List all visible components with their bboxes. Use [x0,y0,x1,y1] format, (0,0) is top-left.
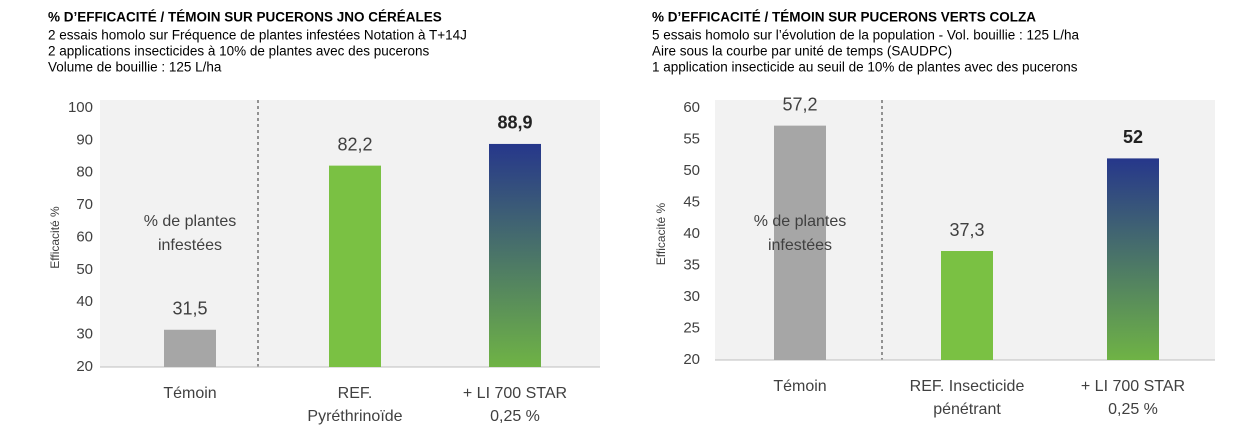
y-tick-label: 60 [76,228,93,245]
x-tick-label: Témoin [163,385,216,402]
chart-subtitle: 2 applications insecticides à 10% de pla… [48,44,429,59]
chart-title: % D’EFFICACITÉ / TÉMOIN SUR PUCERONS JNO… [48,10,442,25]
value-label: 31,5 [172,299,207,319]
y-tick-label: 60 [683,99,700,116]
bar [1107,158,1159,360]
chart-subtitle: Aire sous la courbe par unité de temps (… [652,44,952,59]
bar [329,165,381,367]
x-tick-label: 0,25 % [1108,401,1158,418]
y-axis-label: Efficacité % [48,206,62,269]
value-label: 82,2 [337,134,372,154]
bar [941,251,993,360]
value-label: 52 [1123,127,1143,147]
y-tick-label: 50 [683,162,700,179]
y-tick-label: 40 [683,225,700,242]
y-tick-label: 100 [68,99,93,116]
y-tick-label: 70 [76,196,93,213]
chart-title: % D’EFFICACITÉ / TÉMOIN SUR PUCERONS VER… [652,10,1036,25]
y-tick-label: 40 [76,293,93,310]
chart-subtitle: 5 essais homolo sur l’évolution de la po… [652,28,1080,43]
y-tick-label: 20 [76,358,93,375]
annotation: % de plantes [754,213,847,230]
y-tick-label: 35 [683,256,700,273]
bar [489,143,541,367]
x-tick-label: Pyréthrinoïde [307,408,402,425]
annotation: % de plantes [144,213,237,230]
x-tick-label: pénétrant [933,401,1001,418]
annotation: infestées [768,237,832,254]
y-tick-label: 30 [683,288,700,305]
bar [774,125,826,360]
x-tick-label: 0,25 % [490,408,540,425]
y-tick-label: 25 [683,319,700,336]
x-tick-label: REF. [338,385,373,402]
x-tick-label: + LI 700 STAR [1081,378,1185,395]
x-tick-label: + LI 700 STAR [463,385,567,402]
bar [164,329,216,367]
chart-subtitle: 1 application insecticide au seuil de 10… [652,60,1078,75]
annotation: infestées [158,237,222,254]
y-tick-label: 90 [76,131,93,148]
value-label: 37,3 [949,220,984,240]
value-label: 57,2 [782,94,817,114]
y-tick-label: 30 [76,326,93,343]
value-label: 88,9 [497,113,532,133]
y-tick-label: 45 [683,193,700,210]
x-tick-label: Témoin [773,378,826,395]
y-tick-label: 80 [76,164,93,181]
y-tick-label: 50 [76,261,93,278]
x-tick-label: REF. Insecticide [910,378,1025,395]
chart-subtitle: 2 essais homolo sur Fréquence de plantes… [48,28,467,43]
y-tick-label: 20 [683,351,700,368]
chart-subtitle: Volume de bouillie : 125 L/ha [48,60,222,75]
y-axis-label: Efficacité % [654,202,668,265]
y-tick-label: 55 [683,130,700,147]
